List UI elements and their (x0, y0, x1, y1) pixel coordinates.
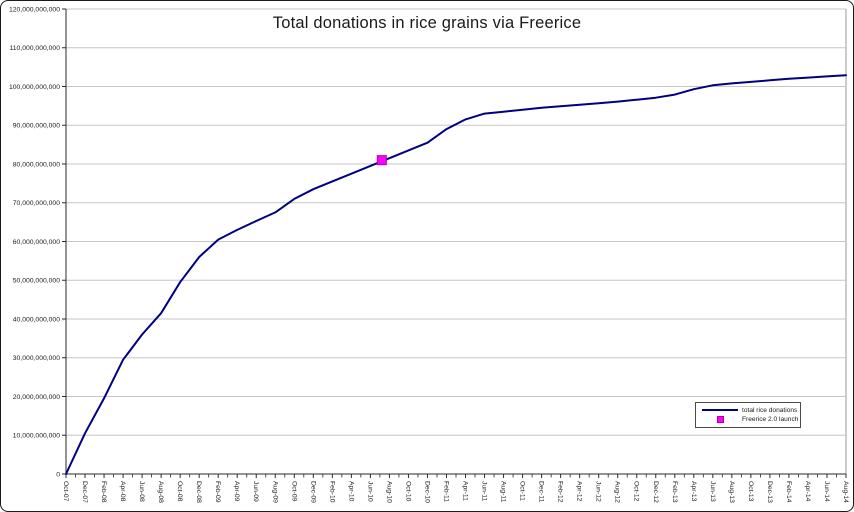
legend-item-total-rice-donations: total rice donations (698, 407, 798, 414)
y-tick-label: 10,000,000,000 (13, 433, 60, 440)
x-tick-label: Oct-08 (176, 481, 183, 502)
y-tick-label: 20,000,000,000 (13, 394, 60, 401)
x-tick-label: Jun-13 (709, 481, 716, 502)
x-tick-label: Apr-11 (462, 481, 469, 501)
x-tick-label: Feb-09 (214, 481, 221, 503)
x-tick-label: Dec-13 (766, 481, 773, 503)
x-tick-label: Aug-13 (728, 481, 735, 503)
x-tick-label: Dec-11 (538, 481, 545, 503)
x-tick-label: Aug-10 (385, 481, 392, 503)
y-tick-label: 50,000,000,000 (13, 278, 60, 285)
x-tick-label: Feb-14 (785, 481, 792, 503)
x-tick-label: Aug-14 (842, 481, 849, 503)
x-tick-label: Jun-14 (823, 481, 830, 502)
legend-swatch-cell (698, 416, 742, 424)
y-tick-label: 60,000,000,000 (13, 239, 60, 246)
x-tick-label: Apr-10 (347, 481, 354, 502)
x-tick-label: Oct-12 (633, 481, 640, 502)
x-tick-label: Jun-12 (595, 481, 602, 502)
total-rice-donations-line (65, 74, 847, 475)
legend-label-total-rice-donations: total rice donations (742, 406, 798, 414)
x-tick-label: Aug-12 (614, 481, 621, 503)
x-tick-label: Oct-07 (62, 481, 69, 502)
x-tick-label: Feb-08 (100, 481, 107, 503)
x-tick-label: Feb-10 (328, 481, 335, 503)
x-tick-label: Jun-10 (366, 481, 373, 502)
y-tick-label: 110,000,000,000 (9, 45, 60, 52)
y-tick-label: 90,000,000,000 (13, 123, 60, 130)
freerice-2-launch-marker (376, 155, 387, 166)
x-tick-label: Oct-10 (404, 481, 411, 502)
x-tick-label: Feb-12 (557, 481, 564, 503)
x-tick-label: Aug-09 (271, 481, 278, 503)
x-tick-label: Oct-09 (290, 481, 297, 502)
x-tick-label: Dec-10 (423, 481, 430, 503)
legend-label-freerice-launch: Freerice 2.0 launch (742, 416, 799, 424)
x-tick-label: Apr-12 (576, 481, 583, 502)
legend-item-freerice-launch: Freerice 2.0 launch (698, 416, 799, 424)
x-tick-label: Dec-09 (309, 481, 316, 503)
x-tick-label: Apr-09 (233, 481, 240, 502)
y-tick-label: 40,000,000,000 (13, 316, 60, 323)
marker-swatch (716, 416, 724, 424)
x-tick-label: Jun-09 (252, 481, 259, 502)
y-tick-label: 0 (56, 471, 60, 478)
legend: total rice donations Freerice 2.0 launch (695, 402, 801, 428)
x-tick-label: Dec-07 (81, 481, 88, 503)
x-tick-label: Dec-12 (652, 481, 659, 503)
y-tick-label: 70,000,000,000 (13, 200, 60, 207)
x-tick-label: Oct-11 (519, 481, 526, 501)
x-tick-label: Apr-08 (119, 481, 126, 502)
legend-swatch-cell (698, 409, 742, 412)
x-tick-label: Aug-11 (500, 481, 507, 503)
x-tick-label: Jun-08 (138, 481, 145, 502)
x-tick-label: Oct-13 (747, 481, 754, 502)
y-tick-label: 80,000,000,000 (13, 161, 60, 168)
line-series-swatch (702, 409, 738, 412)
y-tick-label: 120,000,000,000 (9, 6, 60, 13)
chart-title: Total donations in rice grains via Freer… (272, 14, 582, 32)
x-tick-label: Jun-11 (481, 481, 488, 501)
x-tick-label: Feb-11 (442, 481, 449, 502)
y-tick-label: 100,000,000,000 (9, 84, 60, 91)
x-tick-label: Dec-08 (195, 481, 202, 503)
x-tick-label: Apr-13 (690, 481, 697, 502)
y-tick-label: 30,000,000,000 (13, 355, 60, 362)
x-tick-label: Feb-13 (671, 481, 678, 503)
x-tick-label: Aug-08 (157, 481, 164, 503)
x-tick-label: Apr-14 (804, 481, 811, 502)
